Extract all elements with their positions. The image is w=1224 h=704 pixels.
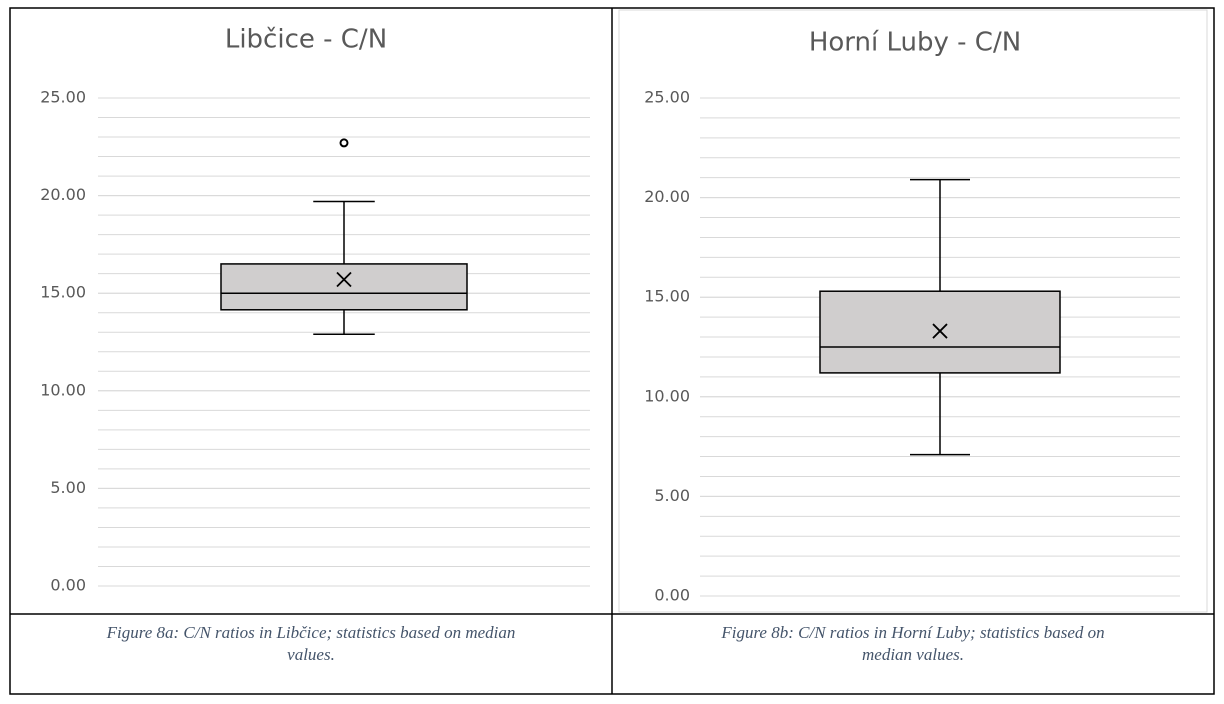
chart-title: Horní Luby - C/N xyxy=(809,28,1021,58)
y-tick-label: 20.00 xyxy=(644,187,690,206)
caption: Figure 8b: C/N ratios in Horní Luby; sta… xyxy=(720,623,1104,642)
caption: median values. xyxy=(862,645,964,664)
y-tick-label: 0.00 xyxy=(50,576,86,595)
y-tick-label: 20.00 xyxy=(40,185,86,204)
caption: values. xyxy=(287,645,335,664)
mean-marker xyxy=(336,271,352,288)
y-tick-label: 0.00 xyxy=(654,586,690,605)
y-tick-label: 15.00 xyxy=(644,287,690,306)
chart-title: Libčice - C/N xyxy=(225,25,387,55)
chart-frame xyxy=(618,9,1208,613)
y-tick-label: 10.00 xyxy=(40,380,86,399)
box xyxy=(220,263,468,311)
y-tick-label: 5.00 xyxy=(50,478,86,497)
y-tick-label: 25.00 xyxy=(644,88,690,107)
mean-marker xyxy=(932,323,948,339)
y-tick-label: 25.00 xyxy=(40,88,86,107)
outlier xyxy=(339,138,349,148)
y-tick-label: 15.00 xyxy=(40,283,86,302)
caption: Figure 8a: C/N ratios in Libčice; statis… xyxy=(106,623,516,642)
y-tick-label: 5.00 xyxy=(654,486,690,505)
y-tick-label: 10.00 xyxy=(644,386,690,405)
